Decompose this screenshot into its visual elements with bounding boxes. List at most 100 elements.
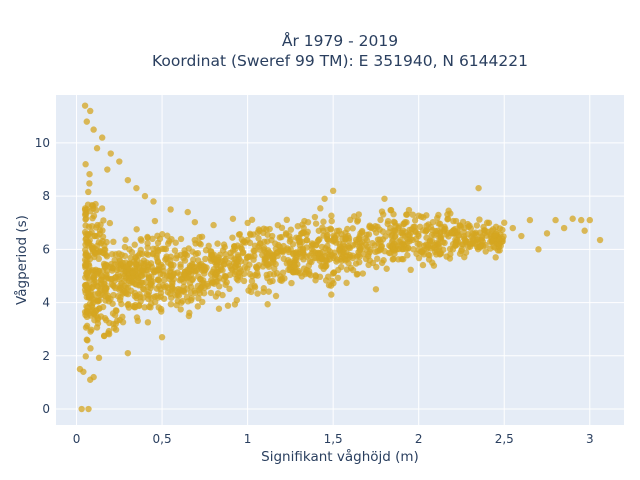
data-point bbox=[87, 107, 94, 115]
data-point bbox=[202, 255, 209, 263]
data-point bbox=[127, 260, 134, 267]
data-point bbox=[83, 118, 90, 125]
data-point bbox=[422, 228, 429, 235]
data-point bbox=[359, 270, 367, 277]
data-point bbox=[260, 288, 267, 296]
y-tick-label: 10 bbox=[35, 136, 50, 150]
data-point bbox=[197, 285, 204, 292]
data-point bbox=[216, 283, 223, 290]
data-point bbox=[112, 284, 119, 292]
data-point bbox=[596, 236, 604, 244]
data-point bbox=[184, 208, 191, 216]
data-point bbox=[464, 231, 472, 238]
data-point bbox=[181, 257, 189, 264]
data-point bbox=[82, 353, 89, 360]
data-point bbox=[407, 266, 414, 274]
data-point bbox=[180, 278, 187, 286]
data-point bbox=[200, 279, 207, 287]
data-point bbox=[85, 253, 92, 260]
data-point bbox=[325, 237, 332, 244]
data-point bbox=[229, 234, 236, 241]
data-point bbox=[87, 312, 94, 319]
data-point bbox=[356, 244, 363, 251]
data-point bbox=[300, 224, 307, 231]
data-point bbox=[509, 224, 516, 232]
data-point bbox=[155, 277, 163, 284]
data-point bbox=[151, 269, 158, 276]
data-point bbox=[417, 248, 425, 255]
data-point bbox=[93, 206, 100, 214]
data-point bbox=[343, 279, 350, 287]
data-point bbox=[432, 227, 439, 235]
data-point bbox=[441, 239, 448, 247]
data-point bbox=[145, 292, 152, 299]
data-point bbox=[278, 275, 286, 282]
data-point bbox=[445, 207, 452, 214]
data-point bbox=[99, 227, 106, 234]
data-point bbox=[83, 303, 90, 310]
data-point bbox=[99, 249, 107, 257]
data-point bbox=[83, 282, 90, 290]
data-point bbox=[404, 252, 411, 259]
data-point bbox=[320, 232, 327, 239]
data-point bbox=[153, 254, 160, 262]
data-point bbox=[569, 215, 576, 222]
data-point bbox=[95, 354, 103, 362]
x-tick-label: 1 bbox=[244, 432, 252, 446]
data-point bbox=[249, 273, 256, 280]
data-point bbox=[111, 261, 119, 268]
data-point bbox=[425, 256, 433, 263]
data-point bbox=[92, 291, 99, 298]
data-point bbox=[106, 219, 114, 227]
data-point bbox=[124, 301, 131, 309]
data-point bbox=[493, 229, 500, 236]
data-point bbox=[323, 262, 330, 269]
data-point bbox=[273, 249, 281, 257]
data-point bbox=[198, 233, 206, 240]
data-point bbox=[237, 244, 244, 251]
data-point bbox=[482, 241, 489, 249]
data-point bbox=[478, 236, 485, 244]
data-point bbox=[449, 246, 457, 253]
data-point bbox=[381, 195, 388, 202]
data-point bbox=[295, 238, 302, 245]
data-point bbox=[128, 287, 135, 294]
data-point bbox=[288, 279, 295, 287]
data-point bbox=[98, 205, 106, 212]
data-point bbox=[298, 273, 306, 280]
data-point bbox=[389, 256, 396, 263]
data-point bbox=[321, 195, 328, 202]
data-point bbox=[381, 248, 388, 255]
data-point bbox=[397, 237, 404, 244]
data-point bbox=[174, 269, 181, 276]
data-point bbox=[246, 239, 254, 247]
data-point bbox=[289, 240, 297, 248]
data-point bbox=[472, 229, 479, 236]
data-point bbox=[254, 272, 261, 279]
data-point bbox=[194, 303, 202, 310]
data-point bbox=[578, 216, 585, 224]
data-point bbox=[452, 238, 459, 246]
data-point bbox=[586, 216, 593, 224]
chart-title-line-1: År 1979 - 2019 bbox=[282, 31, 398, 50]
data-point bbox=[410, 246, 417, 253]
data-point bbox=[443, 231, 450, 238]
data-point bbox=[85, 405, 92, 413]
data-point bbox=[283, 260, 291, 267]
data-point bbox=[327, 225, 334, 232]
data-point bbox=[340, 249, 347, 256]
data-point bbox=[191, 218, 199, 226]
data-point bbox=[303, 266, 310, 274]
data-point bbox=[560, 224, 568, 232]
data-point bbox=[167, 206, 174, 213]
data-point bbox=[240, 277, 248, 285]
data-point bbox=[392, 232, 399, 240]
data-point bbox=[82, 161, 89, 168]
data-point bbox=[107, 150, 114, 157]
data-point bbox=[185, 274, 192, 281]
data-point bbox=[287, 226, 295, 233]
data-point bbox=[401, 219, 409, 226]
data-point bbox=[390, 240, 398, 248]
data-point bbox=[334, 274, 342, 282]
data-point bbox=[476, 229, 484, 236]
